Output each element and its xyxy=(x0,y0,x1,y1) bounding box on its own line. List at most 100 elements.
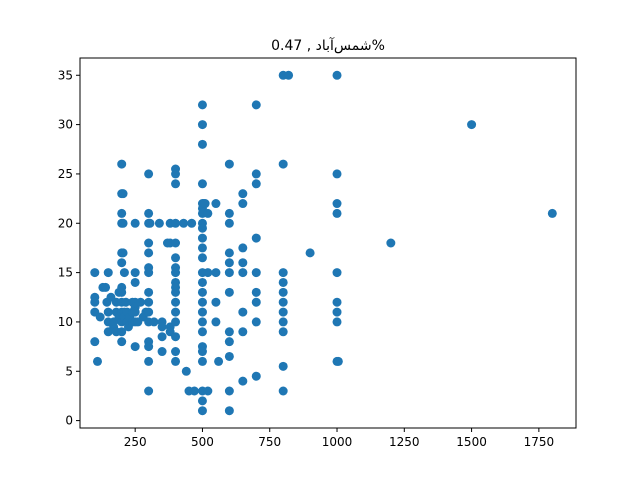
x-axis: 250 500 750 1000 1250 1500 1750 xyxy=(124,428,554,449)
data-point xyxy=(278,287,288,297)
data-point xyxy=(154,218,164,228)
data-point xyxy=(117,159,127,169)
data-point xyxy=(251,233,261,243)
x-tick-label: 1750 xyxy=(524,435,555,449)
data-point xyxy=(197,307,207,317)
data-point xyxy=(121,297,131,307)
data-point xyxy=(197,356,207,366)
data-point xyxy=(157,332,167,342)
data-point xyxy=(181,366,191,376)
data-point xyxy=(278,307,288,317)
y-tick-label: 30 xyxy=(58,118,73,132)
data-point xyxy=(144,268,154,278)
data-point xyxy=(238,307,248,317)
data-point xyxy=(90,297,100,307)
data-point xyxy=(224,268,234,278)
data-point xyxy=(214,356,224,366)
data-point xyxy=(238,268,248,278)
data-point xyxy=(211,317,221,327)
data-point xyxy=(211,297,221,307)
data-point xyxy=(171,287,181,297)
data-point xyxy=(224,351,234,361)
data-point xyxy=(144,386,154,396)
data-point xyxy=(149,317,159,327)
data-point xyxy=(130,268,140,278)
data-point xyxy=(130,307,140,317)
data-point xyxy=(332,208,342,218)
data-point xyxy=(238,199,248,209)
data-point xyxy=(203,386,213,396)
data-point xyxy=(211,199,221,209)
y-tick-label: 25 xyxy=(58,167,73,181)
data-point xyxy=(278,297,288,307)
data-point xyxy=(144,208,154,218)
data-point xyxy=(238,376,248,386)
data-point xyxy=(117,327,127,337)
data-point xyxy=(238,189,248,199)
data-point xyxy=(197,223,207,233)
data-point xyxy=(103,268,113,278)
data-point xyxy=(238,327,248,337)
data-point xyxy=(332,317,342,327)
x-tick-label: 1500 xyxy=(456,435,487,449)
data-point xyxy=(144,342,154,352)
data-point xyxy=(224,327,234,337)
data-point xyxy=(197,253,207,263)
data-point xyxy=(238,258,248,268)
data-point xyxy=(224,159,234,169)
data-point xyxy=(171,169,181,179)
data-point xyxy=(238,243,248,253)
data-point xyxy=(171,297,181,307)
plot-frame xyxy=(79,57,577,429)
data-point xyxy=(278,327,288,337)
data-point xyxy=(278,361,288,371)
data-point xyxy=(224,386,234,396)
data-point xyxy=(332,199,342,209)
data-point xyxy=(197,347,207,357)
data-point xyxy=(224,406,234,416)
data-point xyxy=(197,297,207,307)
y-tick-label: 0 xyxy=(65,414,73,428)
data-point xyxy=(224,248,234,258)
y-tick-label: 10 xyxy=(58,315,73,329)
data-point xyxy=(117,258,127,268)
data-point xyxy=(136,297,146,307)
data-point xyxy=(130,342,140,352)
data-point xyxy=(332,169,342,179)
data-point xyxy=(118,189,128,199)
data-point xyxy=(117,287,127,297)
data-point xyxy=(197,317,207,327)
data-point xyxy=(171,356,181,366)
data-point xyxy=(118,248,128,258)
data-point xyxy=(305,248,315,258)
data-point xyxy=(200,199,210,209)
data-point xyxy=(171,332,181,342)
data-point xyxy=(118,218,128,228)
data-point xyxy=(197,233,207,243)
data-point xyxy=(95,312,105,322)
x-tick-label: 500 xyxy=(191,435,214,449)
data-point xyxy=(197,120,207,130)
data-point xyxy=(251,100,261,110)
data-point xyxy=(157,322,167,332)
y-tick-label: 35 xyxy=(58,68,73,82)
data-point xyxy=(90,268,100,278)
x-tick-label: 250 xyxy=(124,435,147,449)
x-tick-label: 1000 xyxy=(322,435,353,449)
data-point xyxy=(144,238,154,248)
data-point xyxy=(197,287,207,297)
data-point xyxy=(189,386,199,396)
data-point xyxy=(251,179,261,189)
data-point xyxy=(171,317,181,327)
data-point xyxy=(171,238,181,248)
data-point xyxy=(224,208,234,218)
data-point xyxy=(197,100,207,110)
x-tick-label: 750 xyxy=(258,435,281,449)
y-tick-label: 5 xyxy=(65,364,73,378)
data-point xyxy=(251,287,261,297)
data-point xyxy=(203,268,213,278)
data-point xyxy=(119,268,129,278)
data-point xyxy=(278,159,288,169)
data-point xyxy=(224,218,234,228)
data-point xyxy=(211,268,221,278)
